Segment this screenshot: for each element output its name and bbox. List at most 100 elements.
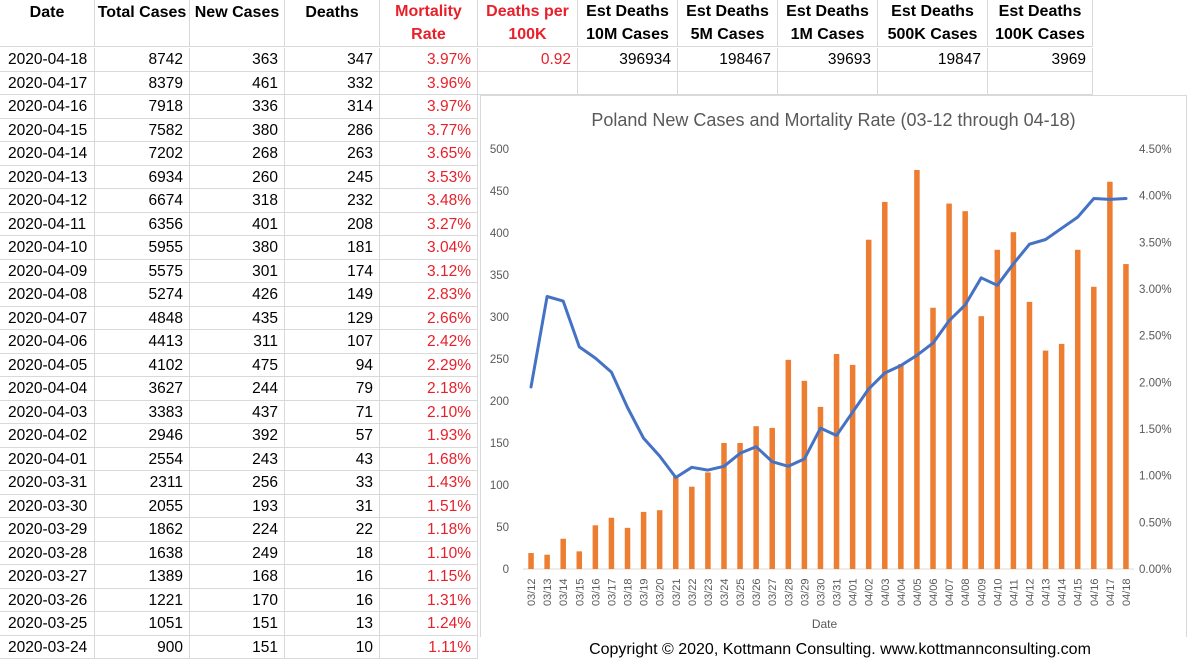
cell-deaths[interactable]: 16 [285, 565, 380, 589]
cell-total-cases[interactable]: 7918 [95, 95, 190, 119]
cell-mortality-rate[interactable]: 2.42% [380, 330, 478, 354]
cell-deaths[interactable]: 57 [285, 424, 380, 448]
cell-date[interactable]: 2020-04-07 [0, 306, 95, 330]
header-total-cases[interactable]: Total Cases [95, 0, 190, 47]
cell-total-cases[interactable]: 8742 [95, 48, 190, 72]
cell-deaths[interactable]: 149 [285, 283, 380, 307]
cell-deaths[interactable]: 71 [285, 400, 380, 424]
cell-mortality-rate[interactable]: 1.31% [380, 588, 478, 612]
cell-date[interactable]: 2020-04-10 [0, 236, 95, 260]
cell-date[interactable]: 2020-03-31 [0, 471, 95, 495]
cell-total-cases[interactable]: 2055 [95, 494, 190, 518]
header-est-1m[interactable]: Est Deaths 1M Cases [778, 0, 878, 47]
cell-deaths[interactable]: 174 [285, 259, 380, 283]
cell-mortality-rate[interactable]: 1.18% [380, 518, 478, 542]
cell-mortality-rate[interactable]: 3.77% [380, 118, 478, 142]
cell-date[interactable]: 2020-04-08 [0, 283, 95, 307]
header-date[interactable]: Date [0, 0, 95, 47]
cell-total-cases[interactable]: 5575 [95, 259, 190, 283]
cell-mortality-rate[interactable]: 2.66% [380, 306, 478, 330]
header-est-5m[interactable]: Est Deaths 5M Cases [678, 0, 778, 47]
cell-date[interactable]: 2020-04-18 [0, 48, 95, 72]
cell-deaths[interactable]: 79 [285, 377, 380, 401]
empty-cell[interactable] [478, 71, 578, 95]
cell-total-cases[interactable]: 1389 [95, 565, 190, 589]
cell-mortality-rate[interactable]: 3.97% [380, 95, 478, 119]
cell-new-cases[interactable]: 151 [190, 612, 285, 636]
cell-total-cases[interactable]: 4848 [95, 306, 190, 330]
cell-mortality-rate[interactable]: 2.29% [380, 353, 478, 377]
header-est-100k[interactable]: Est Deaths 100K Cases [988, 0, 1093, 47]
cell-total-cases[interactable]: 5955 [95, 236, 190, 260]
header-deaths[interactable]: Deaths [285, 0, 380, 47]
empty-cell[interactable] [678, 71, 778, 95]
cell-date[interactable]: 2020-04-13 [0, 165, 95, 189]
cell-date[interactable]: 2020-03-24 [0, 635, 95, 659]
cell-deaths[interactable]: 286 [285, 118, 380, 142]
cell-mortality-rate[interactable]: 1.15% [380, 565, 478, 589]
cell-est-1m[interactable]: 39693 [778, 48, 878, 72]
cell-deaths[interactable]: 314 [285, 95, 380, 119]
cell-deaths[interactable]: 263 [285, 142, 380, 166]
cell-new-cases[interactable]: 168 [190, 565, 285, 589]
cell-deaths[interactable]: 129 [285, 306, 380, 330]
cell-new-cases[interactable]: 435 [190, 306, 285, 330]
cell-date[interactable]: 2020-04-17 [0, 71, 95, 95]
cell-deaths[interactable]: 13 [285, 612, 380, 636]
cell-total-cases[interactable]: 6674 [95, 189, 190, 213]
cell-new-cases[interactable]: 151 [190, 635, 285, 659]
cell-new-cases[interactable]: 318 [190, 189, 285, 213]
cell-date[interactable]: 2020-03-27 [0, 565, 95, 589]
cell-deaths[interactable]: 232 [285, 189, 380, 213]
cell-deaths[interactable]: 31 [285, 494, 380, 518]
cell-deaths[interactable]: 208 [285, 212, 380, 236]
cell-total-cases[interactable]: 2311 [95, 471, 190, 495]
empty-cell[interactable] [878, 71, 988, 95]
cell-new-cases[interactable]: 243 [190, 447, 285, 471]
cell-mortality-rate[interactable]: 2.83% [380, 283, 478, 307]
empty-cell[interactable] [778, 71, 878, 95]
cell-date[interactable]: 2020-03-29 [0, 518, 95, 542]
cell-total-cases[interactable]: 900 [95, 635, 190, 659]
cell-new-cases[interactable]: 380 [190, 236, 285, 260]
cell-deaths-per-100k[interactable]: 0.92 [478, 48, 578, 72]
cell-total-cases[interactable]: 2554 [95, 447, 190, 471]
cell-new-cases[interactable]: 336 [190, 95, 285, 119]
cell-deaths[interactable]: 33 [285, 471, 380, 495]
cell-mortality-rate[interactable]: 3.53% [380, 165, 478, 189]
cell-total-cases[interactable]: 1862 [95, 518, 190, 542]
cell-new-cases[interactable]: 256 [190, 471, 285, 495]
cell-mortality-rate[interactable]: 1.10% [380, 541, 478, 565]
cell-total-cases[interactable]: 7582 [95, 118, 190, 142]
cell-deaths[interactable]: 22 [285, 518, 380, 542]
cell-est-10m[interactable]: 396934 [578, 48, 678, 72]
header-mortality-rate[interactable]: Mortality Rate [380, 0, 478, 47]
cell-total-cases[interactable]: 3383 [95, 400, 190, 424]
cell-mortality-rate[interactable]: 3.12% [380, 259, 478, 283]
cell-deaths[interactable]: 94 [285, 353, 380, 377]
cell-mortality-rate[interactable]: 3.04% [380, 236, 478, 260]
cell-total-cases[interactable]: 5274 [95, 283, 190, 307]
cell-mortality-rate[interactable]: 3.97% [380, 48, 478, 72]
cell-date[interactable]: 2020-04-14 [0, 142, 95, 166]
cell-total-cases[interactable]: 3627 [95, 377, 190, 401]
cell-date[interactable]: 2020-04-01 [0, 447, 95, 471]
cell-total-cases[interactable]: 1638 [95, 541, 190, 565]
cell-new-cases[interactable]: 268 [190, 142, 285, 166]
cell-deaths[interactable]: 10 [285, 635, 380, 659]
cell-mortality-rate[interactable]: 2.10% [380, 400, 478, 424]
cell-new-cases[interactable]: 170 [190, 588, 285, 612]
cell-new-cases[interactable]: 193 [190, 494, 285, 518]
cell-date[interactable]: 2020-04-09 [0, 259, 95, 283]
cell-date[interactable]: 2020-04-16 [0, 95, 95, 119]
cell-new-cases[interactable]: 244 [190, 377, 285, 401]
cell-date[interactable]: 2020-04-04 [0, 377, 95, 401]
cell-mortality-rate[interactable]: 3.65% [380, 142, 478, 166]
cell-new-cases[interactable]: 249 [190, 541, 285, 565]
header-est-500k[interactable]: Est Deaths 500K Cases [878, 0, 988, 47]
empty-cell[interactable] [578, 71, 678, 95]
cell-date[interactable]: 2020-03-26 [0, 588, 95, 612]
cell-mortality-rate[interactable]: 1.24% [380, 612, 478, 636]
cell-total-cases[interactable]: 1221 [95, 588, 190, 612]
cell-total-cases[interactable]: 4413 [95, 330, 190, 354]
